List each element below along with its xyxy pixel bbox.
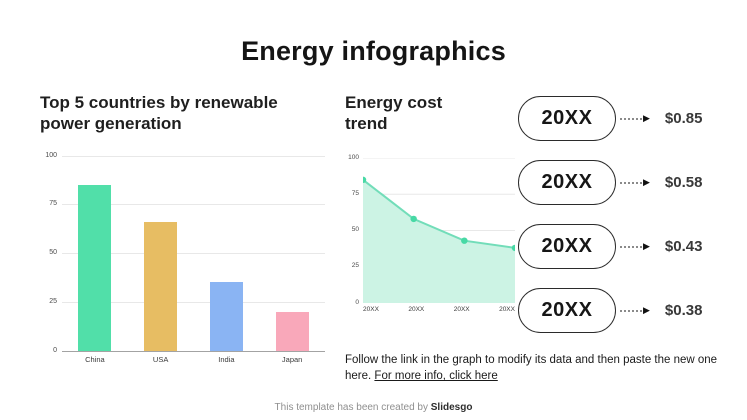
- bar-japan[interactable]: [275, 311, 309, 351]
- dotted-connector: [620, 309, 642, 312]
- cost-value: $0.38: [664, 302, 703, 319]
- area-fill: [363, 179, 515, 303]
- dotted-connector: [620, 245, 642, 248]
- bar-slot: [194, 156, 260, 351]
- y-tick-label: 0: [53, 346, 57, 354]
- year-value-row: 20XX ▶ $0.85: [518, 96, 702, 141]
- line-chart-section: Energy cost trend 0 25 50 75 100 20XX 20XX 20XX…: [345, 92, 517, 320]
- x-axis-labels: China USA India Japan: [62, 355, 325, 364]
- x-tick-label: 20XX: [499, 305, 515, 313]
- y-tick-label: 25: [49, 297, 57, 305]
- year-value-row: 20XX ▶ $0.58: [518, 160, 702, 205]
- arrow-right-icon: ▶: [643, 305, 650, 315]
- data-point[interactable]: [410, 215, 417, 222]
- arrow-right-icon: ▶: [643, 113, 650, 123]
- bar-slot: [128, 156, 194, 351]
- arrow-right-icon: ▶: [643, 241, 650, 251]
- year-pill-list: 20XX ▶ $0.85 20XX ▶ $0.58 20XX ▶ $0.43 20XX ▶ $0.38: [518, 96, 702, 333]
- bar-usa[interactable]: [144, 221, 178, 351]
- note-text: Follow the link in the graph to modify i…: [345, 352, 740, 385]
- y-tick-label: 0: [355, 298, 359, 306]
- x-tick-label: India: [218, 354, 235, 364]
- y-tick-label: 50: [49, 249, 57, 256]
- year-pill[interactable]: 20XX: [518, 160, 616, 205]
- year-pill[interactable]: 20XX: [518, 96, 616, 141]
- gridline: [62, 350, 325, 352]
- x-tick-label: Japan: [281, 354, 303, 364]
- gridline: [62, 155, 325, 157]
- y-tick-label: 100: [348, 153, 359, 161]
- x-tick-label: USA: [152, 354, 169, 364]
- bar-slot: [62, 156, 128, 351]
- x-axis-labels: 20XX 20XX 20XX 20XX: [363, 306, 515, 313]
- trend-line: [363, 178, 515, 249]
- y-tick-label: 100: [45, 151, 57, 159]
- x-tick-label: China: [85, 354, 105, 364]
- year-value-row: 20XX ▶ $0.43: [518, 224, 702, 269]
- bar-group: [62, 156, 325, 351]
- line-chart-heading: Energy cost trend: [345, 93, 443, 134]
- year-pill[interactable]: 20XX: [518, 288, 616, 333]
- x-tick-label: 20XX: [408, 305, 425, 313]
- gridline: [62, 301, 325, 303]
- note-body: Follow the link in the graph to modify i…: [345, 354, 718, 383]
- year-value-row: 20XX ▶ $0.38: [518, 288, 702, 333]
- footer-brand: Slidesgo: [430, 402, 473, 413]
- dotted-connector: [620, 117, 642, 120]
- bar-chart[interactable]: 0 25 50 75 100 China USA India Japan: [40, 152, 325, 374]
- page-title: Energy infographics: [241, 36, 506, 66]
- cost-value: $0.85: [664, 110, 703, 127]
- data-point[interactable]: [461, 237, 468, 244]
- y-tick-label: 25: [351, 262, 359, 270]
- y-tick-label: 75: [49, 200, 57, 208]
- data-point[interactable]: [511, 244, 515, 251]
- footer-credit: This template has been created by Slides…: [0, 402, 747, 413]
- area-chart-plot[interactable]: [363, 157, 515, 303]
- x-tick-label: 20XX: [453, 305, 470, 313]
- y-tick-label: 50: [351, 226, 359, 233]
- dotted-connector: [620, 181, 642, 184]
- y-tick-label: 75: [351, 189, 359, 197]
- bar-chart-section: Top 5 countries by renewable power gener…: [40, 92, 325, 374]
- cost-value: $0.43: [664, 238, 703, 255]
- bar-slot: [259, 156, 325, 351]
- arrow-right-icon: ▶: [643, 177, 650, 187]
- year-pill[interactable]: 20XX: [518, 224, 616, 269]
- bar-china[interactable]: [78, 184, 112, 351]
- bar-india[interactable]: [209, 282, 243, 351]
- line-chart[interactable]: 0 25 50 75 100 20XX 20XX 20XX 20XX: [345, 154, 517, 320]
- gridline: [62, 253, 325, 254]
- gridline: [62, 204, 325, 206]
- bar-chart-heading: Top 5 countries by renewable power gener…: [40, 93, 278, 134]
- more-info-link[interactable]: For more info, click here: [374, 370, 498, 383]
- cost-value: $0.58: [664, 174, 703, 191]
- footer-text: This template has been created by: [274, 402, 431, 413]
- x-tick-label: 20XX: [363, 305, 379, 313]
- data-point[interactable]: [363, 176, 367, 183]
